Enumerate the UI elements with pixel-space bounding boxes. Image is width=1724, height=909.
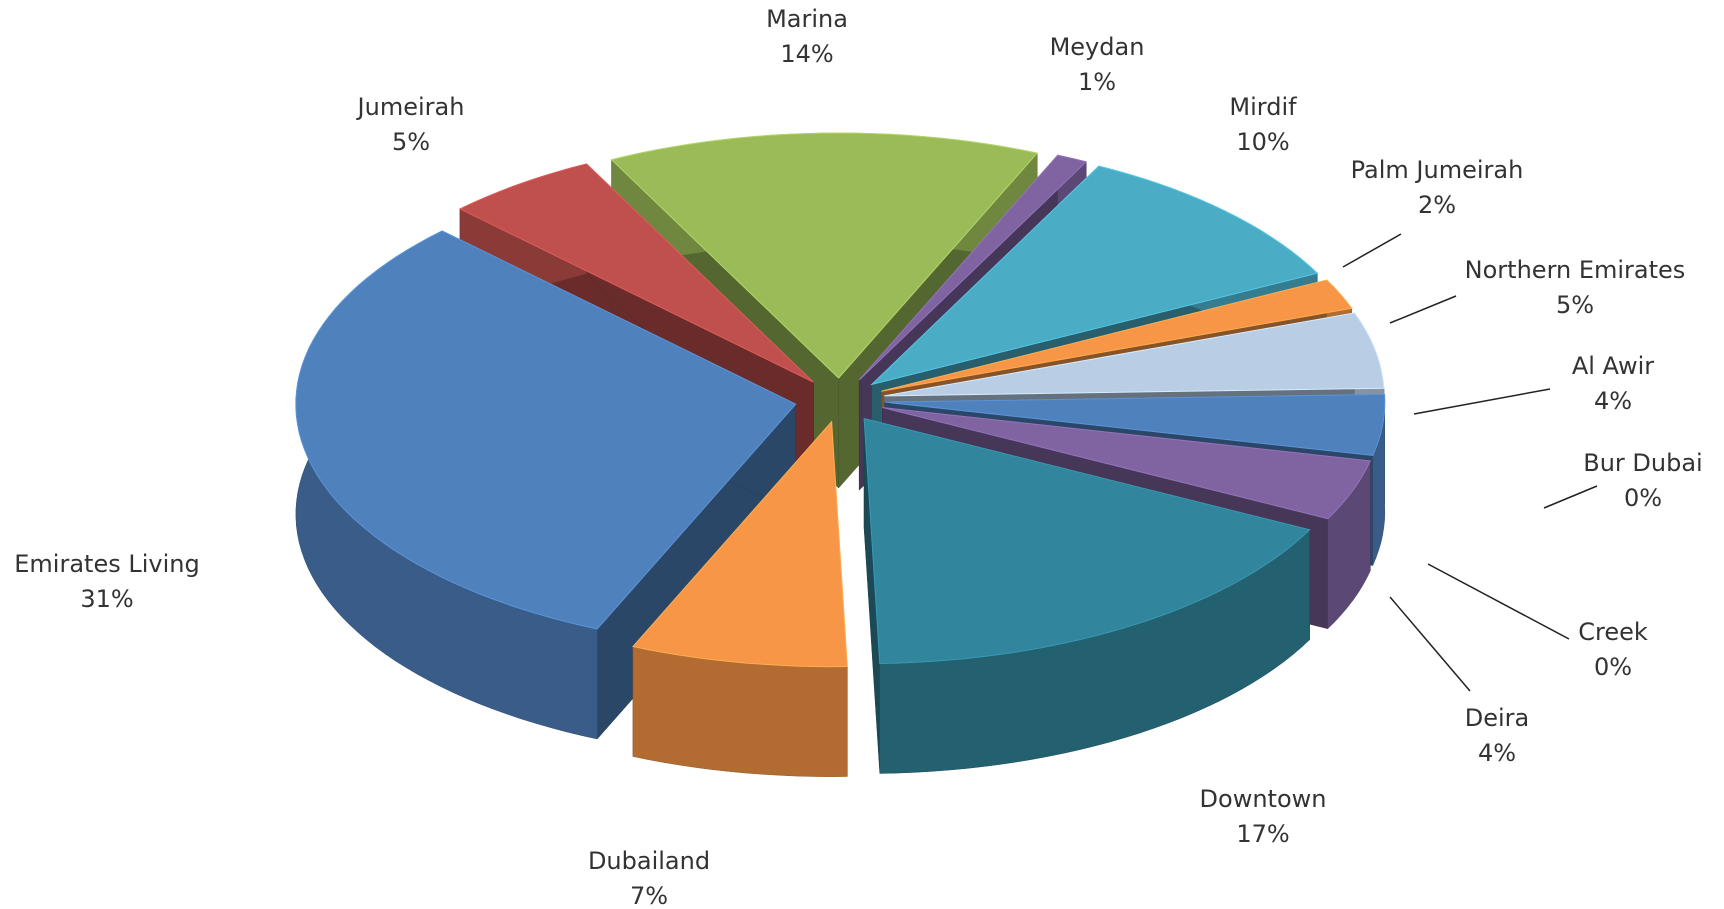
slice-value-label: 2% [1418,191,1456,219]
slice [884,312,1385,397]
slice-label: Mirdif [1229,93,1297,121]
slice [870,165,1319,386]
slice-value-label: 0% [1594,653,1632,681]
slice-label: Downtown [1200,785,1327,813]
slice [863,417,1311,665]
slice-label: Marina [766,5,848,33]
slice [858,154,1088,381]
slice-value-label: 14% [780,40,833,68]
slice [882,407,1372,520]
slice-label: Al Awir [1572,352,1654,380]
slice-label: Dubailand [588,847,710,875]
slice-value-label: 31% [80,585,133,613]
slice [884,393,1386,457]
slice [458,163,814,383]
slice [632,420,848,668]
leader-line [1389,295,1457,324]
slice-label: Palm Jumeirah [1351,156,1524,184]
leader-line [1427,563,1570,640]
slice-label: Bur Dubai [1583,449,1702,477]
leader-line [1389,596,1471,692]
slice-label: Jumeirah [356,93,465,121]
slice-label: Emirates Living [14,550,199,578]
slice-label: Meydan [1050,33,1145,61]
slice-value-label: 4% [1478,739,1516,767]
slice-value-label: 5% [1556,291,1594,319]
slice-value-label: 7% [630,882,668,909]
slice-value-label: 1% [1078,68,1116,96]
slice-label: Northern Emirates [1465,256,1686,284]
slice [295,230,797,630]
slice [610,132,1039,379]
slice-value-label: 5% [392,128,430,156]
leader-line [1413,388,1551,415]
slice-label: Creek [1578,618,1648,646]
slice-value-label: 0% [1624,484,1662,512]
slice-value-label: 10% [1236,128,1289,156]
slice-label: Deira [1465,704,1530,732]
leader-line [1342,233,1402,268]
slice [881,279,1353,392]
leader-line [1543,485,1598,509]
slice-value-label: 4% [1594,387,1632,415]
slice-value-label: 17% [1236,820,1289,848]
